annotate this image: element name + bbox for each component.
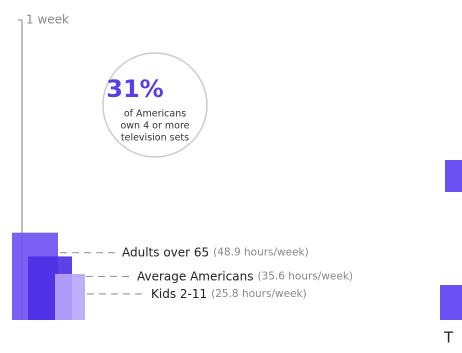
callout-value: 31% [106, 75, 163, 103]
category-label: Average Americans [137, 269, 253, 283]
category-label: Adults over 65 [122, 245, 209, 259]
cropped-shape [440, 285, 462, 320]
value-label: (25.8 hours/week) [211, 288, 307, 300]
callout-text: television sets [121, 133, 189, 144]
bar-label: Adults over 65 (48.9 hours/week) [122, 245, 309, 259]
value-label: (48.9 hours/week) [213, 247, 309, 259]
cropped-text: T [443, 329, 454, 347]
bar-label: Kids 2-11 (25.8 hours/week) [151, 286, 307, 300]
category-label: Kids 2-11 [151, 286, 207, 300]
callout-text: of Americans [124, 109, 186, 120]
callout-circle [102, 52, 208, 158]
bar-label: Average Americans (35.6 hours/week) [137, 269, 353, 283]
bar [55, 273, 85, 320]
value-label: (35.6 hours/week) [257, 270, 353, 282]
y-tick-label: 1 week [26, 13, 69, 27]
callout-text: own 4 or more [120, 121, 189, 132]
cropped-shape [445, 160, 462, 192]
